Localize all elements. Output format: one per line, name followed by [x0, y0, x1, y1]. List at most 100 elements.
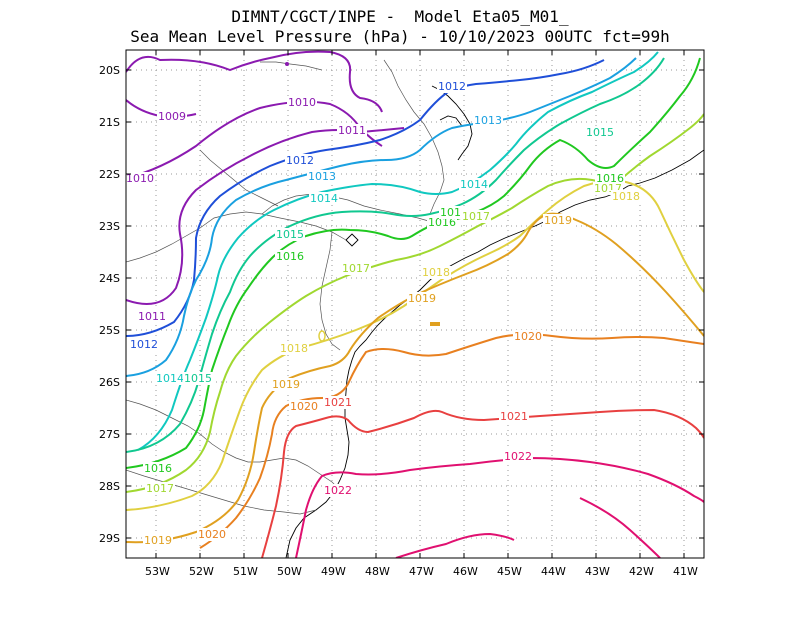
- lon-tick-label: 44W: [541, 565, 566, 578]
- contour-label: 1018: [612, 190, 640, 203]
- contour-label-halo: [421, 266, 451, 279]
- contour-label-halo: [309, 192, 339, 205]
- contour-label: 1015: [276, 228, 304, 241]
- lat-tick-label: 27S: [99, 428, 120, 441]
- lon-tick-label: 49W: [321, 565, 346, 578]
- isobar-1022c: [579, 497, 661, 558]
- contour-label-halo: [473, 114, 503, 127]
- contour-label: 101: [440, 206, 461, 219]
- contour-label-halo: [437, 80, 467, 93]
- contour-label-halo: [125, 172, 155, 185]
- contour-label: 1010: [126, 172, 154, 185]
- lon-tick-label: 52W: [189, 565, 214, 578]
- contour-label-halo: [285, 154, 315, 167]
- contour-label: 1015: [184, 372, 212, 385]
- contour-label-halo: [611, 190, 641, 203]
- contour-label-halo: [513, 330, 543, 343]
- isobar-1014: [137, 51, 659, 451]
- lon-tick-label: 43W: [585, 565, 610, 578]
- contour-label: 1014: [156, 372, 184, 385]
- lat-tick-label: 26S: [99, 376, 120, 389]
- isobar-1018: [126, 179, 704, 511]
- contour-label: 1012: [438, 80, 466, 93]
- lon-tick-label: 45W: [497, 565, 522, 578]
- lon-tick-label: 42W: [629, 565, 654, 578]
- contour-label-halo: [341, 262, 371, 275]
- contour-label-halo: [337, 124, 367, 137]
- contour-label: 1018: [422, 266, 450, 279]
- contour-label: 1016: [144, 462, 172, 475]
- contour-label: 1019: [272, 378, 300, 391]
- isobar-1009: [126, 50, 383, 113]
- contour-label: 1020: [198, 528, 226, 541]
- contour-label: 1017: [462, 210, 490, 223]
- contour-label: 1022: [504, 450, 532, 463]
- isobar-1020: [199, 333, 704, 549]
- contour-label: 1011: [138, 310, 166, 323]
- contour-label-halo: [289, 400, 319, 413]
- contour-label: 1020: [514, 330, 542, 343]
- contour-label: 1016: [276, 250, 304, 263]
- map-title-line2: Sea Mean Level Pressure (hPa) - 10/10/20…: [130, 27, 670, 46]
- isobar-1021: [261, 408, 704, 558]
- isobar-1019: [126, 212, 704, 544]
- contour-label: 1022: [324, 484, 352, 497]
- contour-label: 1011: [338, 124, 366, 137]
- map-title-line1: DIMNT/CGCT/INPE - Model Eta05_M01_: [231, 7, 569, 26]
- lon-tick-label: 48W: [365, 565, 390, 578]
- lon-tick-label: 53W: [145, 565, 170, 578]
- contour-label: 1010: [288, 96, 316, 109]
- contour-label: 1016: [428, 216, 456, 229]
- contour-label: 1021: [500, 410, 528, 423]
- lat-tick-label: 24S: [99, 272, 120, 285]
- contour-label-halo: [595, 172, 625, 185]
- contour-label-halo: [129, 338, 159, 351]
- contour-label-halo: [137, 310, 167, 323]
- contour-label: 1019: [544, 214, 572, 227]
- lat-tick-label: 28S: [99, 480, 120, 493]
- contour-label-halo: [143, 534, 173, 547]
- contour-label: 1014: [310, 192, 338, 205]
- lon-axis: [155, 50, 685, 558]
- contour-label-halo: [307, 170, 337, 183]
- contour-label: 1013: [308, 170, 336, 183]
- isobar-1022: [295, 456, 704, 558]
- contour-label-halo: [279, 342, 309, 355]
- contour-label: 1021: [324, 396, 352, 409]
- lat-tick-label: 25S: [99, 324, 120, 337]
- contour-label-halo: [197, 528, 227, 541]
- lon-tick-label: 47W: [409, 565, 434, 578]
- contour-label-halo: [323, 484, 353, 497]
- contour-label: 1015: [586, 126, 614, 139]
- contour-label: 1020: [290, 400, 318, 413]
- contour-label: 1009: [158, 110, 186, 123]
- contour-label-halo: [143, 462, 173, 475]
- contour-label-halo: [427, 216, 457, 229]
- contour-label-halo: [499, 410, 529, 423]
- contour-label-halo: [275, 228, 305, 241]
- isobar-1015: [126, 57, 665, 453]
- contour-label-halo: [585, 126, 615, 139]
- contour-label: 1017: [342, 262, 370, 275]
- contour-label: 1016: [596, 172, 624, 185]
- contour-label: 1019: [408, 292, 436, 305]
- contour-labels: 1009 1010 1010 1011 1011 1012 1012 1012 …: [125, 80, 641, 547]
- contour-label-halo: [503, 450, 533, 463]
- lat-tick-label: 21S: [99, 116, 120, 129]
- lat-tick-label: 20S: [99, 64, 120, 77]
- contour-label-halo: [275, 250, 305, 263]
- isobar-1016: [126, 57, 701, 469]
- minor-features: [285, 62, 440, 342]
- lat-tick-label: 22S: [99, 168, 120, 181]
- lat-tick-label: 29S: [99, 532, 120, 545]
- contour-label-halo: [323, 396, 353, 409]
- contour-label-halo: [287, 96, 317, 109]
- contour-label-halo: [155, 372, 185, 385]
- contour-label-halo: [407, 292, 437, 305]
- contour-label: 1013: [474, 114, 502, 127]
- plot-frame: [125, 49, 705, 559]
- contour-label-halo: [157, 110, 187, 123]
- lon-tick-label: 50W: [277, 565, 302, 578]
- contour-label: 1018: [280, 342, 308, 355]
